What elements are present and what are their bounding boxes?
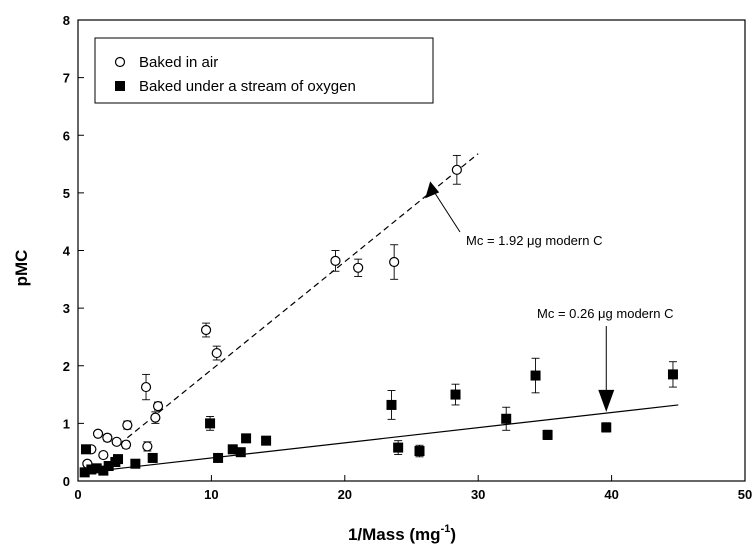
- data-point-oxygen: [414, 446, 425, 457]
- data-point-oxygen: [98, 465, 109, 476]
- y-tick-label: 0: [63, 474, 70, 489]
- data-point-oxygen: [667, 369, 678, 380]
- data-point-air: [451, 164, 462, 175]
- data-point-air: [111, 436, 122, 447]
- data-point-air: [140, 381, 152, 393]
- x-axis-title-exponent: -1: [441, 523, 451, 535]
- data-point-oxygen: [530, 370, 541, 381]
- data-point-oxygen: [113, 454, 124, 465]
- data-point-oxygen: [91, 463, 102, 474]
- legend-marker-baked-oxygen: [115, 81, 125, 91]
- fit-line-oxygen: [84, 404, 679, 473]
- data-point-oxygen: [601, 422, 612, 433]
- data-point-oxygen: [542, 429, 553, 440]
- fit-line-air: [126, 153, 479, 439]
- y-tick-label: 8: [63, 13, 70, 28]
- data-point-air: [92, 428, 104, 439]
- data-point-oxygen: [386, 399, 397, 410]
- annotation-oxygen-label: Mc = 0.26 μg modern C: [537, 306, 673, 321]
- data-point-oxygen: [103, 461, 114, 472]
- data-point-oxygen: [205, 418, 216, 429]
- x-tick-label: 40: [604, 487, 618, 502]
- y-tick-label: 5: [63, 186, 70, 201]
- y-tick-label: 1: [63, 416, 70, 431]
- y-tick-label: 2: [63, 359, 70, 374]
- y-tick-label: 6: [63, 128, 70, 143]
- annotation-air-arrowhead: [425, 181, 440, 199]
- data-point-oxygen: [81, 444, 92, 455]
- x-axis-title: 1/Mass (mg-1): [348, 523, 456, 544]
- data-point-air: [120, 439, 132, 450]
- y-axis-title: pMC: [12, 250, 31, 287]
- data-point-air: [211, 347, 222, 359]
- annotation-air-label: Mc = 1.92 μg modern C: [466, 233, 602, 248]
- data-point-oxygen: [227, 444, 238, 455]
- x-tick-label: 20: [338, 487, 352, 502]
- y-tick-label: 7: [63, 71, 70, 86]
- y-tick-label: 4: [63, 244, 71, 259]
- plot-area: 0 10 20 30 40 50 0 1 2 3 4 5 6 7 8: [63, 13, 752, 502]
- data-point-air: [122, 420, 133, 431]
- x-axis-title-close: ): [450, 525, 456, 544]
- y-tick-label: 3: [63, 301, 70, 316]
- data-point-oxygen: [261, 435, 272, 446]
- data-point-air: [200, 324, 212, 336]
- x-tick-label: 50: [738, 487, 752, 502]
- legend-box: [94, 37, 434, 104]
- x-tick-label: 10: [204, 487, 218, 502]
- data-point-air: [102, 432, 113, 443]
- x-tick-label: 30: [471, 487, 485, 502]
- data-point-air: [98, 449, 109, 461]
- annotation-oxygen-arrowhead: [598, 389, 615, 412]
- data-point-air: [353, 262, 364, 273]
- legend: Baked in air Baked under a stream of oxy…: [94, 37, 434, 104]
- data-point-oxygen: [86, 464, 97, 475]
- data-point-oxygen: [241, 433, 252, 444]
- legend-label-baked-in-air: Baked in air: [139, 54, 218, 71]
- x-tick-label: 0: [74, 487, 81, 502]
- data-point-oxygen: [147, 452, 158, 463]
- legend-marker-baked-in-air: [114, 56, 126, 68]
- data-point-air: [389, 256, 400, 268]
- data-point-oxygen: [235, 447, 246, 458]
- data-point-oxygen: [213, 452, 224, 463]
- data-point-oxygen: [501, 413, 512, 424]
- annotation-air-arrow-line: [432, 190, 461, 233]
- legend-label-baked-oxygen: Baked under a stream of oxygen: [139, 78, 356, 95]
- data-point-air: [150, 412, 161, 423]
- data-point-air: [152, 400, 164, 412]
- data-point-oxygen: [130, 458, 141, 469]
- data-point-air: [330, 255, 341, 266]
- x-axis-title-main: 1/Mass (mg: [348, 525, 441, 544]
- data-point-oxygen: [450, 389, 461, 400]
- data-point-oxygen: [393, 442, 404, 453]
- data-point-oxygen: [79, 467, 90, 478]
- data-point-air: [142, 441, 153, 452]
